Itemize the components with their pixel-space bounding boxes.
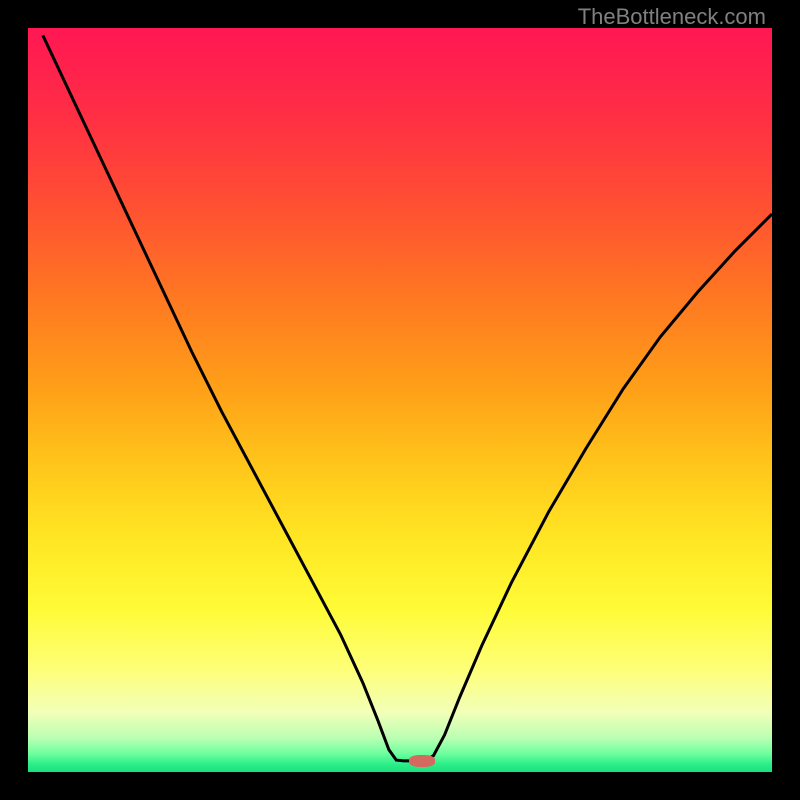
chart-frame: TheBottleneck.com [0, 0, 800, 800]
bottleneck-curve [28, 28, 772, 772]
optimum-marker [409, 755, 435, 767]
plot-area [28, 28, 772, 772]
watermark-text: TheBottleneck.com [578, 4, 766, 30]
